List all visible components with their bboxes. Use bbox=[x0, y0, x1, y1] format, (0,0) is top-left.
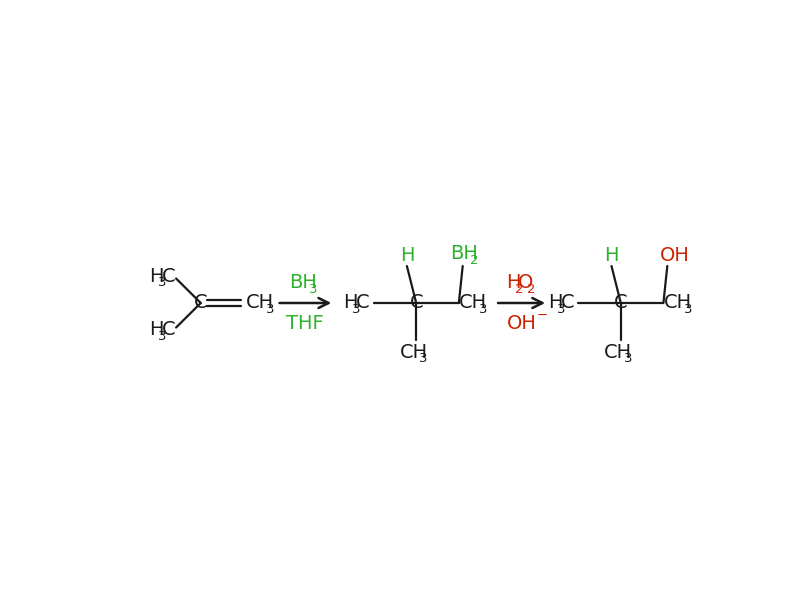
Text: OH: OH bbox=[660, 246, 690, 265]
Text: OH: OH bbox=[506, 314, 537, 332]
Text: H: H bbox=[604, 246, 618, 265]
Text: H: H bbox=[149, 266, 163, 286]
Text: C: C bbox=[614, 293, 628, 313]
Text: H: H bbox=[506, 274, 520, 292]
Text: C: C bbox=[561, 293, 574, 313]
Text: O: O bbox=[518, 274, 533, 292]
Text: 3: 3 bbox=[158, 276, 166, 289]
Text: THF: THF bbox=[286, 314, 324, 332]
Text: 3: 3 bbox=[479, 303, 487, 316]
Text: 3: 3 bbox=[624, 352, 633, 365]
Text: 3: 3 bbox=[266, 303, 274, 316]
Text: 3: 3 bbox=[683, 303, 692, 316]
Text: CH: CH bbox=[664, 293, 692, 313]
Text: CH: CH bbox=[246, 293, 274, 313]
Text: 3: 3 bbox=[352, 303, 361, 316]
Text: C: C bbox=[194, 293, 207, 313]
Text: 2: 2 bbox=[515, 283, 523, 296]
Text: C: C bbox=[162, 266, 175, 286]
Text: CH: CH bbox=[400, 343, 428, 362]
Text: 3: 3 bbox=[419, 352, 428, 365]
Text: H: H bbox=[400, 246, 414, 265]
Text: CH: CH bbox=[604, 343, 632, 362]
Text: H: H bbox=[548, 293, 562, 313]
Text: C: C bbox=[162, 320, 175, 340]
Text: −: − bbox=[536, 309, 547, 322]
Text: C: C bbox=[410, 293, 423, 313]
Text: 3: 3 bbox=[557, 303, 566, 316]
Text: BH: BH bbox=[289, 274, 317, 292]
Text: 3: 3 bbox=[309, 283, 317, 296]
Text: CH: CH bbox=[459, 293, 487, 313]
Text: 3: 3 bbox=[158, 330, 166, 343]
Text: C: C bbox=[356, 293, 370, 313]
Text: BH: BH bbox=[450, 244, 478, 263]
Text: 2: 2 bbox=[470, 254, 478, 267]
Text: 2: 2 bbox=[527, 283, 536, 296]
Text: H: H bbox=[343, 293, 358, 313]
Text: H: H bbox=[149, 320, 163, 340]
